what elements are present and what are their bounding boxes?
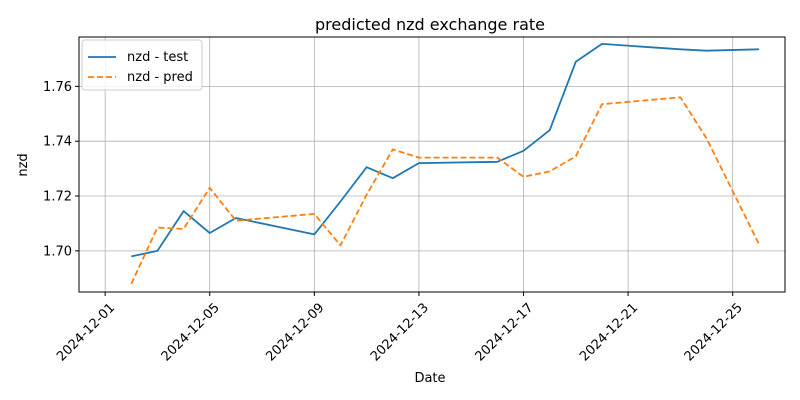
x-tick-label: 2024-12-21 [577, 300, 641, 364]
y-tick-label: 1.72 [43, 190, 72, 205]
y-axis-ticks: 1.70 1.72 1.74 1.76 [43, 80, 79, 259]
x-tick-label: 2024-12-05 [159, 300, 223, 364]
chart-title: predicted nzd exchange rate [315, 15, 545, 34]
series-line-pred [130, 96, 760, 285]
x-axis-label: Date [414, 371, 445, 386]
x-tick-label: 2024-12-09 [263, 300, 327, 364]
y-tick-label: 1.74 [43, 135, 72, 150]
legend-label-pred: nzd - pred [127, 70, 193, 85]
x-tick-label: 2024-12-01 [54, 300, 118, 364]
x-tick-label: 2024-12-25 [682, 300, 746, 364]
x-axis-ticks: 2024-12-01 2024-12-05 2024-12-09 2024-12-13… [54, 292, 746, 364]
plot-frame [78, 36, 786, 293]
series-line-test [131, 43, 759, 258]
series-lines [130, 43, 760, 285]
x-tick-label: 2024-12-17 [473, 300, 537, 364]
y-tick-label: 1.70 [43, 244, 72, 259]
x-tick-label: 2024-12-13 [368, 300, 432, 364]
legend: nzd - test nzd - pred [81, 39, 203, 91]
y-axis-label: nzd [16, 153, 31, 176]
y-tick-label: 1.76 [43, 80, 72, 95]
legend-label-test: nzd - test [127, 50, 188, 65]
